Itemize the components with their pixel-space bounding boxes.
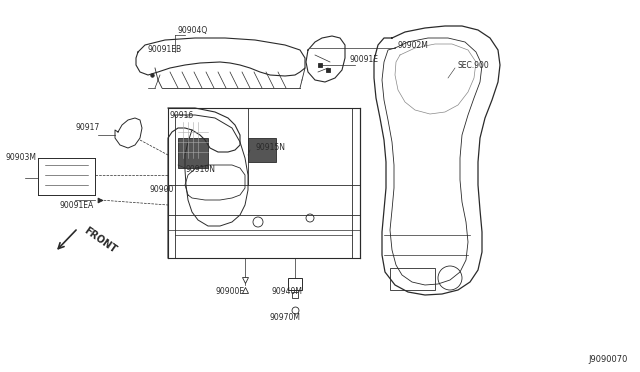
Text: 90900E: 90900E [215, 288, 244, 296]
Text: 90900: 90900 [150, 186, 174, 195]
Text: FRONT: FRONT [82, 225, 118, 255]
Text: 90917: 90917 [75, 124, 99, 132]
Text: 90091EA: 90091EA [60, 201, 94, 209]
Text: 90916: 90916 [170, 110, 195, 119]
Text: 90902M: 90902M [398, 41, 429, 49]
Text: 90910N: 90910N [185, 166, 215, 174]
Text: 90970M: 90970M [270, 314, 301, 323]
Text: SEC.900: SEC.900 [458, 61, 490, 70]
Text: 90940M: 90940M [272, 288, 303, 296]
Text: 90903M: 90903M [5, 154, 36, 163]
Bar [390, 268, 435, 290]
Text: J9090070: J9090070 [589, 355, 628, 364]
Bar [248, 138, 276, 162]
Bar [288, 278, 302, 290]
Text: 90091E: 90091E [350, 55, 379, 64]
Text: 90904Q: 90904Q [178, 26, 208, 35]
Text: 90091EB: 90091EB [148, 45, 182, 55]
Bar [178, 138, 208, 168]
Text: 90915N: 90915N [255, 144, 285, 153]
